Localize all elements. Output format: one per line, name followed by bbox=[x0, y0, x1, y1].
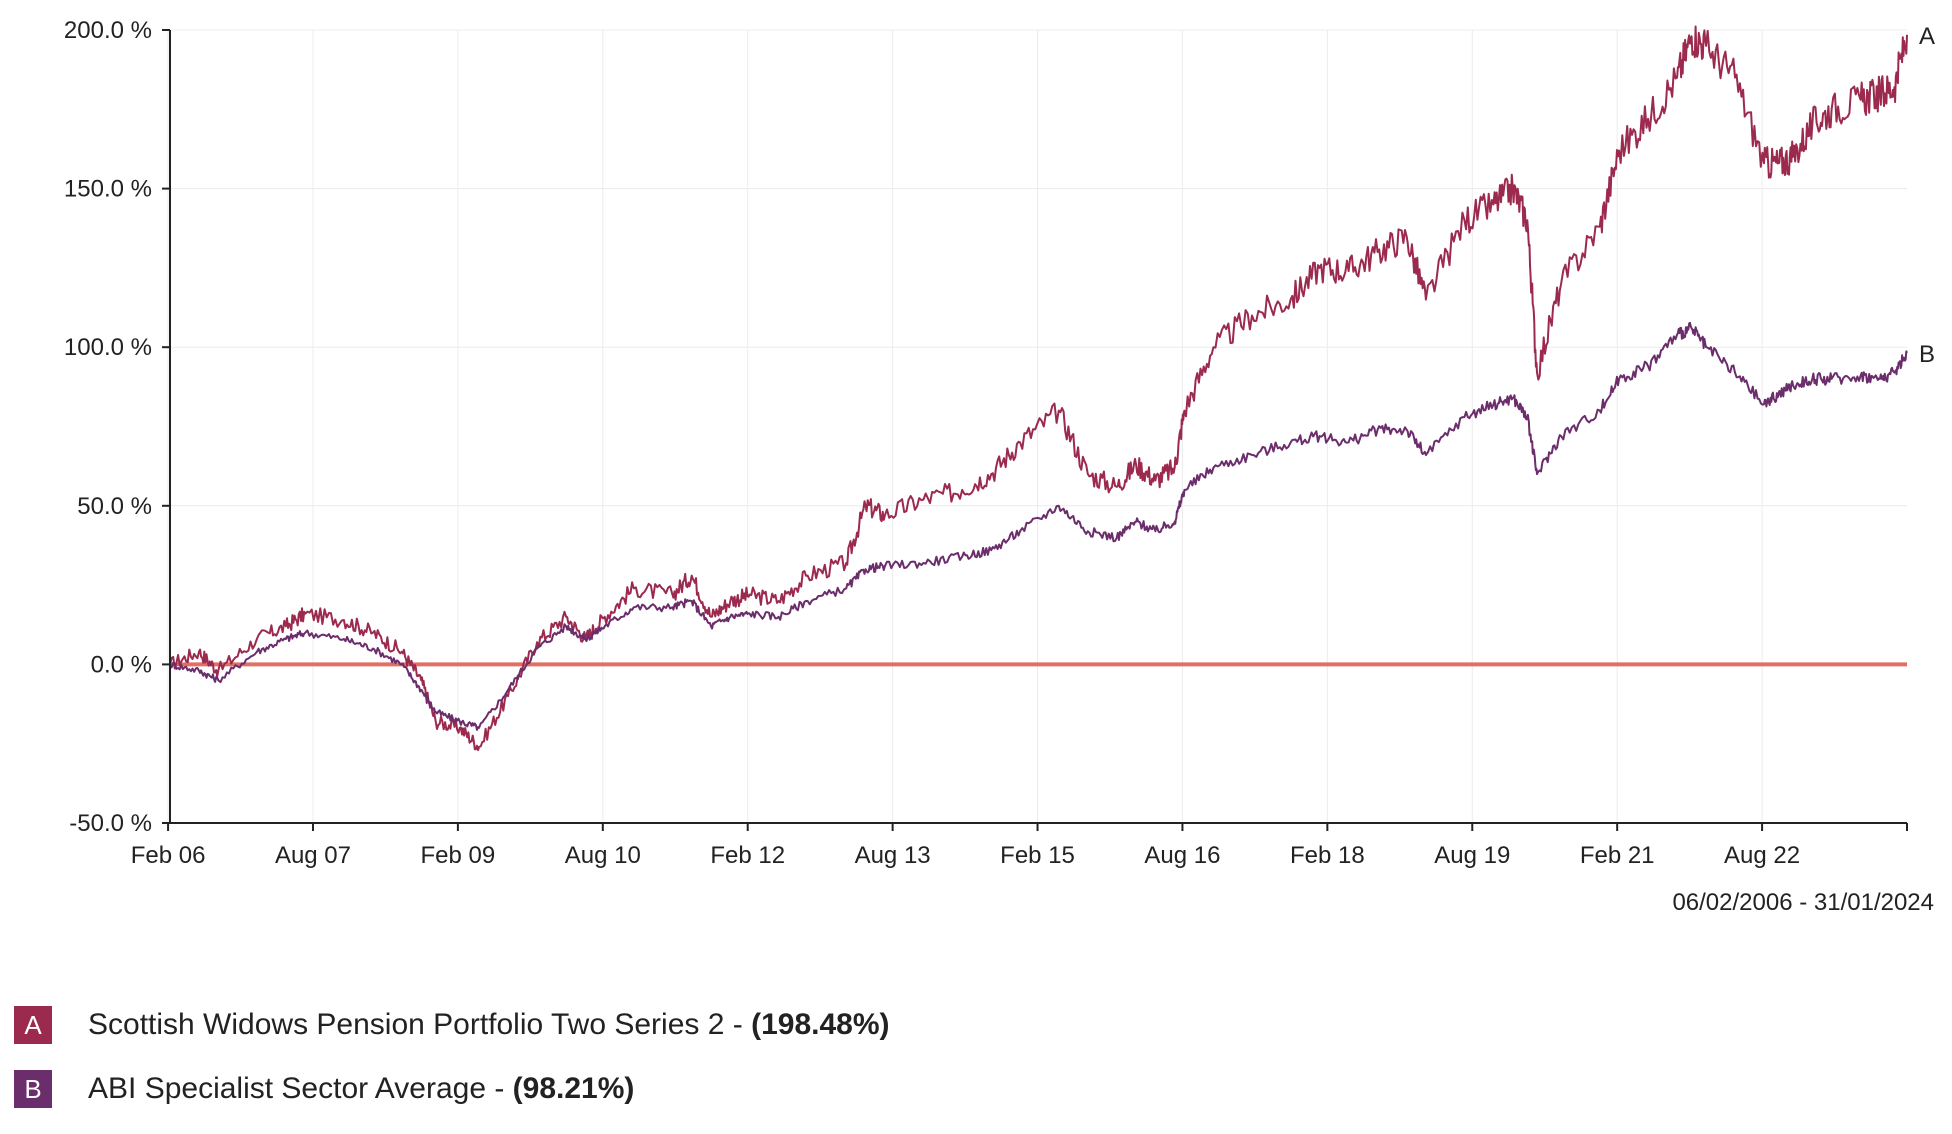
x-tick-label-3: Aug 10 bbox=[565, 842, 641, 869]
y-tick-label-4: 150.0 % bbox=[64, 176, 152, 203]
x-tick-label-11: Aug 22 bbox=[1724, 842, 1800, 869]
legend-value-a: (198.48%) bbox=[751, 1008, 890, 1041]
series-end-labels: AB bbox=[1919, 23, 1935, 368]
y-tick-label-1: 0.0 % bbox=[91, 651, 152, 678]
y-axis-ticks: -50.0 % 0.0 % 50.0 % 100.0 % 150.0 % 200.0 % bbox=[64, 17, 170, 837]
x-tick-label-8: Feb 18 bbox=[1290, 842, 1365, 869]
date-range-label: 06/02/2006 - 31/01/2024 bbox=[1672, 889, 1934, 916]
x-tick-label-9: Aug 19 bbox=[1434, 842, 1510, 869]
series-layer bbox=[169, 25, 1908, 752]
legend-text-b: ABI Specialist Sector Average - (98.21%) bbox=[88, 1072, 634, 1106]
x-tick-label-7: Aug 16 bbox=[1144, 842, 1220, 869]
y-tick-label-5: 200.0 % bbox=[64, 17, 152, 44]
x-tick-label-10: Feb 21 bbox=[1580, 842, 1655, 869]
legend-item-b: B ABI Specialist Sector Average - (98.21… bbox=[14, 1070, 890, 1108]
x-tick-label-6: Feb 15 bbox=[1000, 842, 1075, 869]
x-tick-label-4: Feb 12 bbox=[710, 842, 785, 869]
legend-value-b: (98.21%) bbox=[512, 1072, 635, 1105]
chart-legend: A Scottish Widows Pension Portfolio Two … bbox=[14, 1006, 890, 1134]
legend-key-a: A bbox=[14, 1006, 52, 1044]
y-tick-label-3: 100.0 % bbox=[64, 334, 152, 361]
x-tick-label-5: Aug 13 bbox=[855, 842, 931, 869]
x-axis-ticks: Feb 06 Aug 07 Feb 09 Aug 10 Feb 12 Aug 13 Feb … bbox=[131, 823, 1908, 869]
legend-item-a: A Scottish Widows Pension Portfolio Two … bbox=[14, 1006, 890, 1044]
x-tick-label-1: Aug 07 bbox=[275, 842, 351, 869]
legend-text-a: Scottish Widows Pension Portfolio Two Se… bbox=[88, 1008, 890, 1042]
legend-label-a: Scottish Widows Pension Portfolio Two Se… bbox=[88, 1008, 725, 1041]
legend-separator-b: - bbox=[486, 1072, 513, 1105]
x-tick-label-2: Feb 09 bbox=[421, 842, 496, 869]
series-line-a bbox=[169, 25, 1908, 752]
legend-label-b: ABI Specialist Sector Average bbox=[88, 1072, 486, 1105]
legend-key-b: B bbox=[14, 1070, 52, 1108]
x-tick-label-0: Feb 06 bbox=[131, 842, 206, 869]
end-label-b: B bbox=[1919, 341, 1935, 368]
line-chart: -50.0 %0.0 %50.0 %100.0 %150.0 %200.0 % … bbox=[64, 17, 1935, 869]
end-label-a: A bbox=[1919, 23, 1935, 50]
legend-separator-a: - bbox=[724, 1008, 752, 1041]
series-line-b bbox=[169, 321, 1908, 731]
y-tick-label-0: -50.0 % bbox=[69, 810, 152, 837]
y-tick-label-2: 50.0 % bbox=[77, 493, 152, 520]
